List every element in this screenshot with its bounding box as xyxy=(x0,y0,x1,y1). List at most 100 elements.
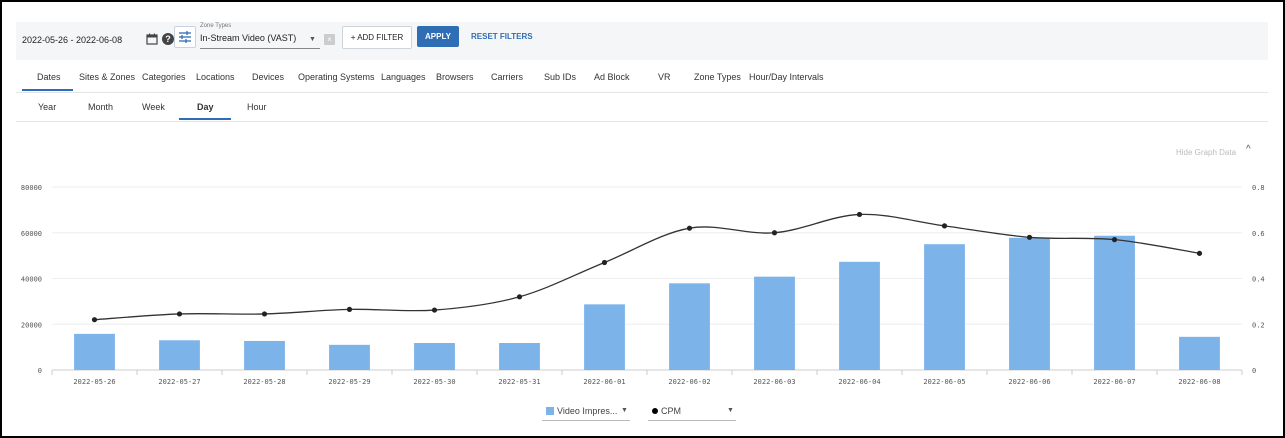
bar-video-impressions xyxy=(74,333,115,370)
cpm-point xyxy=(1026,234,1033,240)
cpm-point xyxy=(516,294,523,300)
filter-toolbar: 2022-05-26 - 2022-06-08 ? Zone Types In-… xyxy=(16,22,1268,60)
tab-sub-ids[interactable]: Sub IDs xyxy=(544,72,577,82)
dropdown-caret-icon[interactable]: ▼ xyxy=(309,36,316,43)
x-tick-label: 2022-06-05 xyxy=(923,378,965,386)
legend-swatch-impressions xyxy=(546,407,554,415)
x-tick-label: 2022-06-02 xyxy=(668,378,710,386)
active-tab-indicator xyxy=(22,89,73,91)
cpm-point xyxy=(771,230,778,236)
cpm-point xyxy=(941,223,948,229)
legend-item-impressions[interactable]: Video Impres... xyxy=(557,406,618,416)
reset-filters-button[interactable]: RESET FILTERS xyxy=(471,32,533,41)
bar-video-impressions xyxy=(1179,336,1220,370)
bar-video-impressions xyxy=(924,244,965,370)
bar-video-impressions xyxy=(1094,235,1135,370)
tab-operating-systems[interactable]: Operating Systems xyxy=(298,72,375,82)
bar-video-impressions xyxy=(329,344,370,370)
apply-button[interactable]: APPLY xyxy=(417,26,459,47)
zone-types-select[interactable]: In-Stream Video (VAST) xyxy=(200,33,297,43)
impressions-cpm-chart: 0 20000 40000 60000 80000 0 0.2 0.4 0.6 0.8 2022-0… xyxy=(21,184,1265,386)
tab-day[interactable]: Day xyxy=(197,102,214,112)
legend-dot-cpm xyxy=(652,408,658,414)
cpm-point xyxy=(261,311,268,317)
y-left-tick-label: 40000 xyxy=(21,276,42,284)
bar-video-impressions xyxy=(414,343,455,370)
x-tick-label: 2022-06-04 xyxy=(838,378,880,386)
bar-video-impressions xyxy=(1009,237,1050,370)
tab-categories[interactable]: Categories xyxy=(142,72,186,82)
y-right-tick-label: 0.6 xyxy=(1252,230,1265,238)
x-tick-label: 2022-06-03 xyxy=(753,378,795,386)
chart-legend: Video Impres... ▼ CPM ▼ xyxy=(542,402,742,422)
tab-hour-day-intervals[interactable]: Hour/Day Intervals xyxy=(749,72,824,82)
legend-caret-icon[interactable]: ▼ xyxy=(621,407,628,414)
cpm-point xyxy=(686,225,693,231)
y-left-tick-label: 0 xyxy=(38,367,42,375)
active-granularity-indicator xyxy=(179,118,231,120)
x-tick-label: 2022-05-26 xyxy=(73,378,115,386)
x-tick-label: 2022-05-27 xyxy=(158,378,200,386)
calendar-icon[interactable] xyxy=(146,33,158,45)
sliders-icon xyxy=(179,31,191,43)
date-range-value: 2022-05-26 - 2022-06-08 xyxy=(22,35,123,45)
tab-devices[interactable]: Devices xyxy=(252,72,285,82)
y-left-tick-label: 20000 xyxy=(21,321,42,329)
cpm-point xyxy=(431,307,438,313)
cpm-point xyxy=(856,211,863,218)
bar-video-impressions xyxy=(839,261,880,370)
tab-carriers[interactable]: Carriers xyxy=(491,72,524,82)
bar-video-impressions xyxy=(669,283,710,370)
y-left-tick-label: 80000 xyxy=(21,184,42,192)
help-icon[interactable]: ? xyxy=(162,33,174,45)
bar-video-impressions xyxy=(754,276,795,370)
report-tabs: Dates Sites & Zones Categories Locations… xyxy=(16,62,1268,93)
x-tick-label: 2022-05-29 xyxy=(328,378,370,386)
bar-video-impressions xyxy=(159,340,200,370)
cpm-point xyxy=(346,306,353,312)
zone-types-underline xyxy=(200,48,320,49)
clear-filter-icon[interactable]: × xyxy=(324,34,335,45)
tab-browsers[interactable]: Browsers xyxy=(436,72,474,82)
bar-video-impressions xyxy=(499,343,540,370)
cpm-point xyxy=(601,259,608,266)
tab-zone-types[interactable]: Zone Types xyxy=(694,72,741,82)
hide-graph-data-link[interactable]: Hide Graph Data xyxy=(1176,148,1237,157)
tab-year[interactable]: Year xyxy=(38,102,57,112)
bar-video-impressions xyxy=(584,304,625,370)
cpm-point xyxy=(1196,250,1203,256)
tab-languages[interactable]: Languages xyxy=(381,72,426,82)
x-tick-label: 2022-06-07 xyxy=(1093,378,1135,386)
legend-item-cpm[interactable]: CPM xyxy=(661,406,681,416)
tab-dates[interactable]: Dates xyxy=(37,72,61,82)
y-right-tick-label: 0.2 xyxy=(1252,321,1265,329)
x-tick-label: 2022-05-28 xyxy=(243,378,285,386)
granularity-tabs: Year Month Week Day Hour xyxy=(16,93,1268,122)
tab-week[interactable]: Week xyxy=(142,102,165,112)
bar-video-impressions xyxy=(244,340,285,370)
date-range-picker[interactable]: 2022-05-26 - 2022-06-08 ? xyxy=(22,26,174,56)
y-right-tick-label: 0.8 xyxy=(1252,184,1265,192)
tab-locations[interactable]: Locations xyxy=(196,72,235,82)
cpm-point xyxy=(91,317,98,323)
tab-ad-block[interactable]: Ad Block xyxy=(594,72,630,82)
y-left-tick-label: 60000 xyxy=(21,230,42,238)
filter-settings-button[interactable] xyxy=(174,26,196,48)
tab-sites-zones[interactable]: Sites & Zones xyxy=(79,72,136,82)
chevron-up-icon[interactable]: ^ xyxy=(1246,144,1251,155)
legend-underline xyxy=(648,420,736,421)
x-tick-label: 2022-06-06 xyxy=(1008,378,1050,386)
add-filter-button[interactable]: + ADD FILTER xyxy=(342,26,412,49)
x-tick-label: 2022-06-08 xyxy=(1178,378,1220,386)
x-tick-label: 2022-06-01 xyxy=(583,378,625,386)
tab-vr[interactable]: VR xyxy=(658,72,671,82)
x-tick-label: 2022-05-31 xyxy=(498,378,540,386)
tab-month[interactable]: Month xyxy=(88,102,114,112)
y-right-tick-label: 0 xyxy=(1252,367,1256,375)
legend-caret-icon[interactable]: ▼ xyxy=(727,407,734,414)
cpm-point xyxy=(1111,237,1118,243)
cpm-point xyxy=(176,311,183,317)
y-right-tick-label: 0.4 xyxy=(1252,276,1265,284)
tab-hour[interactable]: Hour xyxy=(247,102,267,112)
